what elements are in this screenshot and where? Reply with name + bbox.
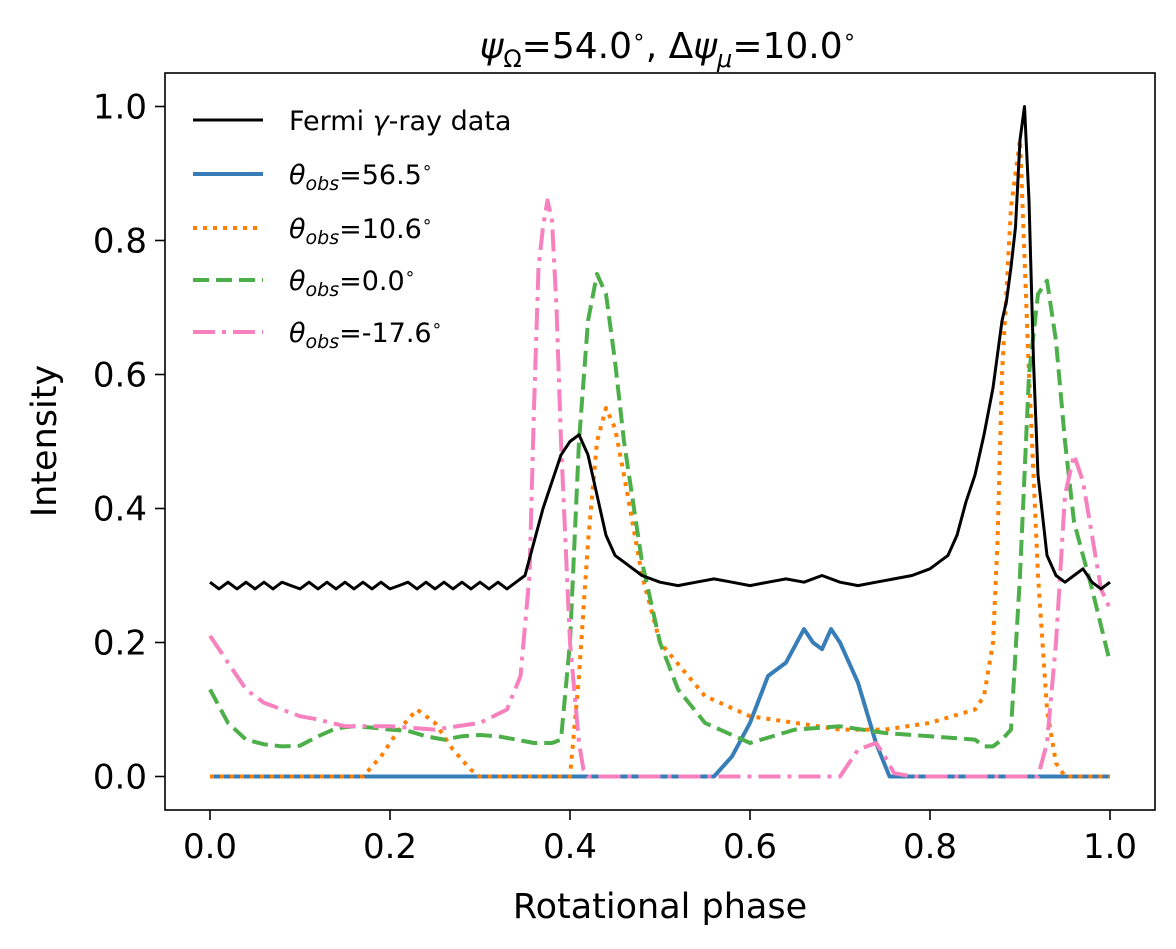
y-tick-label: 0.6	[93, 356, 147, 396]
legend-label-theta-0-0: θobs=0.0∘	[289, 264, 415, 301]
legend-label-theta-neg-17-6: θobs=-17.6∘	[289, 316, 442, 353]
series-line-3	[208, 272, 1112, 749]
x-tick-label: 0.8	[903, 827, 957, 867]
x-tick-label: 0.2	[363, 827, 417, 867]
series-line-0	[209, 105, 1111, 591]
series-layer	[208, 105, 1112, 779]
series-line-1	[210, 627, 1110, 779]
y-tick-label: 0.4	[93, 490, 147, 530]
y-tick-label: 0.8	[93, 222, 147, 262]
legend-label-fermi: Fermi γ-ray data	[289, 106, 511, 137]
y-tick-label: 0.0	[93, 758, 147, 798]
legend: Fermi γ-ray data θobs=56.5∘ θobs=10.6∘ θ…	[193, 106, 511, 353]
x-tick-label: 0.4	[543, 827, 597, 867]
y-tick-label: 1.0	[93, 88, 147, 128]
x-tick-label: 0.6	[723, 827, 777, 867]
x-axis-label: Rotational phase	[513, 887, 807, 927]
x-tick-label: 0.0	[183, 827, 237, 867]
y-tick-label: 0.2	[93, 624, 147, 664]
legend-label-theta-56-5: θobs=56.5∘	[289, 158, 433, 195]
x-tick-label: 1.0	[1083, 827, 1137, 867]
series-line-2	[210, 138, 1110, 779]
legend-label-theta-10-6: θobs=10.6∘	[289, 212, 433, 249]
axes-ticks: 0.0 0.2 0.4 0.6 0.8 1.0 0.0 0.2 0.4 0.6 0.8 1.0	[93, 88, 1137, 868]
plot-frame	[164, 72, 1156, 811]
y-axis-label: Intensity	[25, 365, 65, 517]
chart-title: ψΩ=54.0∘, Δψμ=10.0∘	[480, 25, 857, 73]
